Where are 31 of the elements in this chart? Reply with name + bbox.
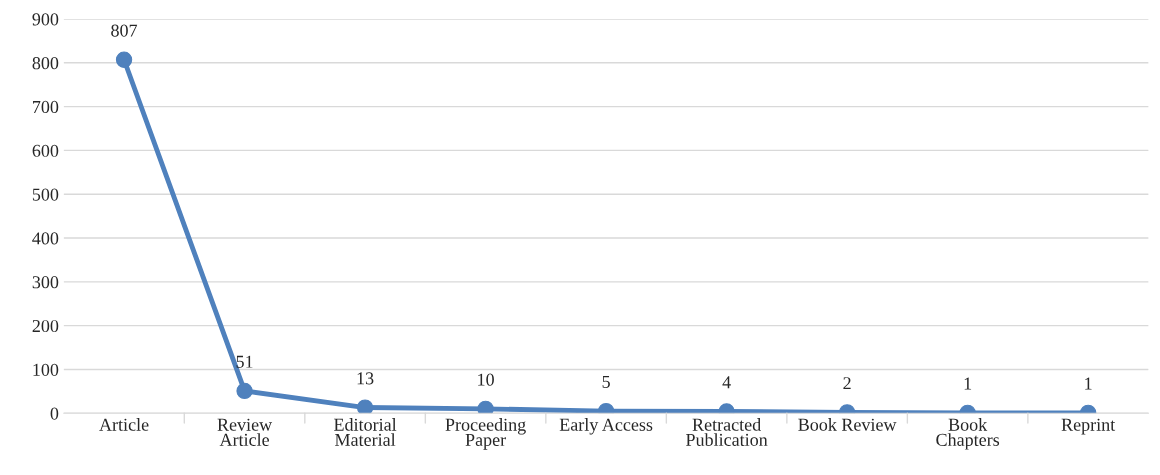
x-tick-label: Retracted Publication (686, 418, 768, 446)
data-label: 51 (236, 355, 253, 368)
x-tick-label: Early Access (559, 418, 653, 435)
y-tick-label: 600 (32, 144, 59, 157)
y-tick-label: 800 (32, 57, 59, 70)
x-tick-label: Proceeding Paper (445, 418, 526, 450)
y-tick-label: 900 (32, 13, 59, 26)
point (356, 399, 374, 414)
x-tick-label: Book Review (798, 418, 897, 431)
point (477, 400, 494, 414)
y-tick-label: 500 (32, 188, 59, 201)
y-tick-label: 100 (33, 363, 59, 376)
y-tick-label: 0 (50, 407, 59, 420)
x-tick-label: Article (99, 418, 149, 431)
data-label: 5 (602, 375, 610, 388)
data-label: 807 (111, 24, 138, 37)
x-tick-label: Book Chapters (936, 418, 1000, 450)
x-tick-label: Editorial Material (334, 418, 397, 446)
data-label: 10 (478, 373, 494, 386)
y-tick-label: 700 (33, 100, 59, 114)
data-label: 1 (964, 377, 972, 390)
data-label: 4 (722, 376, 731, 389)
data-label: 2 (843, 377, 851, 390)
x-tick-label: Review Article (217, 418, 273, 446)
x-tick-label: Reprint (1061, 418, 1116, 435)
data-label: 13 (357, 372, 374, 385)
point (115, 51, 133, 68)
y-tick-label: 400 (32, 232, 59, 245)
y-tick-label: 200 (32, 319, 59, 333)
y-tick-label: 300 (32, 276, 59, 289)
data-label: 1 (1085, 377, 1092, 390)
